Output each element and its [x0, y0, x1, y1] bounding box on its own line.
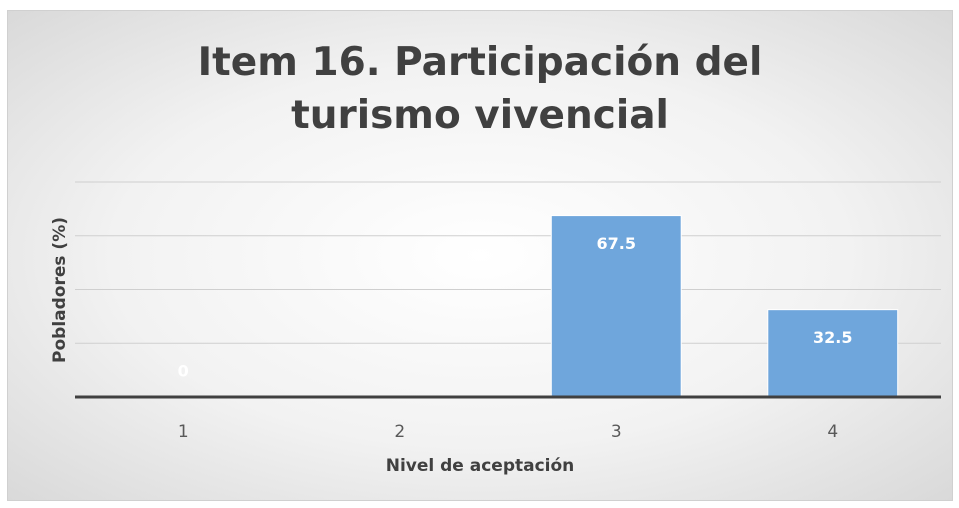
chart-area	[7, 10, 953, 501]
x-tick-label: 2	[394, 422, 405, 442]
x-tick-label: 1	[178, 422, 189, 442]
y-axis-label: Pobladores (%)	[50, 217, 70, 363]
data-label: 32.5	[813, 328, 852, 347]
bar	[550, 215, 682, 398]
data-label: 0	[178, 362, 189, 381]
data-label: 67.5	[597, 234, 636, 253]
x-axis-label: Nivel de aceptación	[386, 456, 575, 476]
x-tick-label: 3	[611, 422, 622, 442]
x-tick-label: 4	[827, 422, 838, 442]
bar	[767, 309, 899, 398]
chart-title: Item 16. Participación del turismo viven…	[197, 40, 763, 138]
